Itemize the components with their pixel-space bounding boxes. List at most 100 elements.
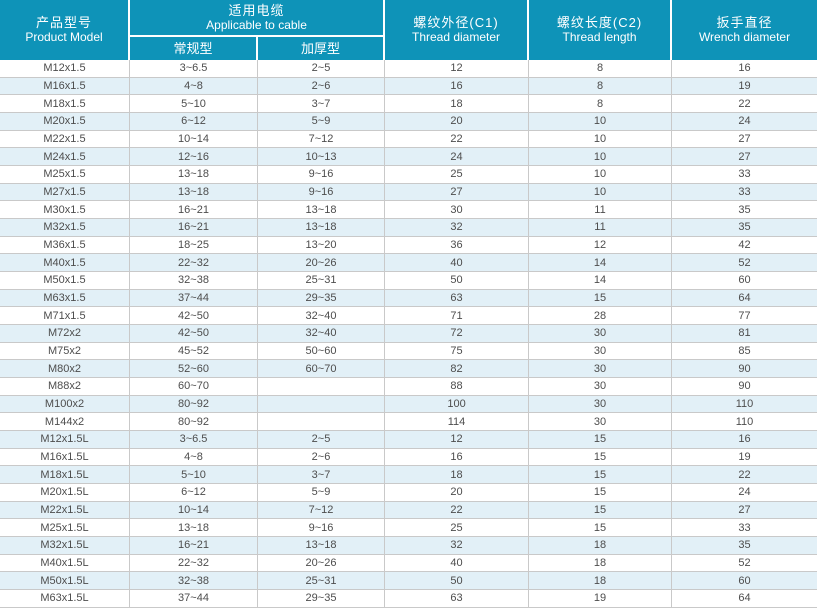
cell-thread-length: 19 xyxy=(529,590,673,608)
header-applicable-cable: 适用电缆 Applicable to cable xyxy=(130,0,386,37)
cell-wrench-diameter: 110 xyxy=(672,413,817,432)
cell-product-model: M40x1.5 xyxy=(0,254,130,273)
cell-thickened-cable-range xyxy=(258,378,386,396)
cell-thread-diameter: 20 xyxy=(385,113,530,131)
cell-product-model: M25x1.5L xyxy=(0,519,130,538)
cell-thread-length: 30 xyxy=(529,342,673,361)
cell-thickened-cable-range: 13~18 xyxy=(258,201,386,220)
cell-thread-diameter: 50 xyxy=(385,572,530,591)
cell-thread-length: 10 xyxy=(529,183,673,202)
cell-regular-cable-range: 52~60 xyxy=(130,360,258,379)
cell-regular-cable-range: 32~38 xyxy=(130,272,258,290)
table-row: M24x1.5 12~16 10~13 24 10 27 xyxy=(0,148,817,167)
cell-wrench-diameter: 42 xyxy=(672,236,817,255)
cell-product-model: M40x1.5L xyxy=(0,554,130,573)
cell-regular-cable-range: 80~92 xyxy=(130,413,258,432)
header-applicable-cable-zh: 适用电缆 xyxy=(228,2,285,18)
cell-regular-cable-range: 10~14 xyxy=(130,130,258,149)
cell-wrench-diameter: 77 xyxy=(672,307,817,326)
cell-thread-diameter: 75 xyxy=(385,342,530,361)
header-wrench-diameter-zh: 扳手直径 xyxy=(716,15,773,30)
cell-wrench-diameter: 27 xyxy=(672,501,817,520)
cell-product-model: M80x2 xyxy=(0,360,130,379)
cell-wrench-diameter: 27 xyxy=(672,148,817,167)
cell-thickened-cable-range: 5~9 xyxy=(258,484,386,502)
cell-thread-diameter: 16 xyxy=(385,77,530,96)
cell-regular-cable-range: 12~16 xyxy=(130,148,258,167)
cell-wrench-diameter: 16 xyxy=(672,60,817,78)
table-row: M16x1.5 4~8 2~6 16 8 19 xyxy=(0,77,817,96)
cell-thread-diameter: 72 xyxy=(385,325,530,343)
cell-thread-diameter: 50 xyxy=(385,272,530,290)
cell-thread-diameter: 12 xyxy=(385,431,530,449)
cell-product-model: M50x1.5L xyxy=(0,572,130,591)
cell-wrench-diameter: 16 xyxy=(672,431,817,449)
cell-thickened-cable-range: 7~12 xyxy=(258,501,386,520)
cell-regular-cable-range: 3~6.5 xyxy=(130,60,258,78)
table-row: M18x1.5L 5~10 3~7 18 15 22 xyxy=(0,466,817,485)
cell-regular-cable-range: 3~6.5 xyxy=(130,431,258,449)
cell-wrench-diameter: 60 xyxy=(672,272,817,290)
header-thread-diameter-zh: 螺纹外径(C1) xyxy=(413,15,499,30)
header-applicable-cable-en: Applicable to cable xyxy=(206,17,307,32)
cell-thread-diameter: 27 xyxy=(385,183,530,202)
cell-product-model: M50x1.5 xyxy=(0,272,130,290)
cell-regular-cable-range: 80~92 xyxy=(130,395,258,414)
table-row: M75x2 45~52 50~60 75 30 85 xyxy=(0,342,817,361)
cell-regular-cable-range: 22~32 xyxy=(130,554,258,573)
table-row: M18x1.5 5~10 3~7 18 8 22 xyxy=(0,95,817,114)
cell-product-model: M36x1.5 xyxy=(0,236,130,255)
table-row: M25x1.5 13~18 9~16 25 10 33 xyxy=(0,166,817,184)
header-product-model: 产品型号 Product Model xyxy=(0,0,130,60)
cell-thread-length: 30 xyxy=(529,378,673,396)
cell-product-model: M20x1.5 xyxy=(0,113,130,131)
cell-thread-diameter: 22 xyxy=(385,130,530,149)
cell-regular-cable-range: 42~50 xyxy=(130,325,258,343)
cell-wrench-diameter: 24 xyxy=(672,484,817,502)
cell-regular-cable-range: 42~50 xyxy=(130,307,258,326)
cell-regular-cable-range: 5~10 xyxy=(130,95,258,114)
cell-thread-diameter: 36 xyxy=(385,236,530,255)
cell-thickened-cable-range: 50~60 xyxy=(258,342,386,361)
cell-wrench-diameter: 33 xyxy=(672,183,817,202)
cell-product-model: M24x1.5 xyxy=(0,148,130,167)
cell-thread-length: 15 xyxy=(529,501,673,520)
cell-thread-length: 11 xyxy=(529,219,673,237)
table-row: M25x1.5L 13~18 9~16 25 15 33 xyxy=(0,519,817,538)
cell-thickened-cable-range: 13~18 xyxy=(258,219,386,237)
cell-thickened-cable-range: 60~70 xyxy=(258,360,386,379)
cell-thread-diameter: 82 xyxy=(385,360,530,379)
cell-thread-diameter: 16 xyxy=(385,448,530,467)
cell-thread-diameter: 12 xyxy=(385,60,530,78)
cell-wrench-diameter: 35 xyxy=(672,201,817,220)
cell-wrench-diameter: 22 xyxy=(672,466,817,485)
table-row: M144x2 80~92 114 30 110 xyxy=(0,413,817,432)
table-body: M12x1.5 3~6.5 2~5 12 8 16 M16x1.5 4~8 2~6 16 8 19 M1… xyxy=(0,60,817,608)
cell-wrench-diameter: 60 xyxy=(672,572,817,591)
cell-thickened-cable-range: 29~35 xyxy=(258,289,386,308)
cell-wrench-diameter: 64 xyxy=(672,590,817,608)
cell-thickened-cable-range: 32~40 xyxy=(258,325,386,343)
table-row: M22x1.5L 10~14 7~12 22 15 27 xyxy=(0,501,817,520)
header-thread-length-en: Thread length xyxy=(562,30,637,44)
cell-regular-cable-range: 60~70 xyxy=(130,378,258,396)
cell-thread-diameter: 114 xyxy=(385,413,530,432)
cell-thread-length: 10 xyxy=(529,113,673,131)
cell-thread-diameter: 32 xyxy=(385,219,530,237)
cell-product-model: M32x1.5L xyxy=(0,537,130,555)
table-row: M22x1.5 10~14 7~12 22 10 27 xyxy=(0,130,817,149)
cell-thread-diameter: 22 xyxy=(385,501,530,520)
cell-product-model: M75x2 xyxy=(0,342,130,361)
cell-product-model: M71x1.5 xyxy=(0,307,130,326)
table-row: M40x1.5L 22~32 20~26 40 18 52 xyxy=(0,554,817,573)
cell-thread-length: 12 xyxy=(529,236,673,255)
cell-thread-length: 18 xyxy=(529,537,673,555)
cell-thickened-cable-range: 20~26 xyxy=(258,554,386,573)
cell-product-model: M18x1.5 xyxy=(0,95,130,114)
cell-product-model: M144x2 xyxy=(0,413,130,432)
cell-regular-cable-range: 37~44 xyxy=(130,590,258,608)
cell-product-model: M32x1.5 xyxy=(0,219,130,237)
cell-wrench-diameter: 27 xyxy=(672,130,817,149)
